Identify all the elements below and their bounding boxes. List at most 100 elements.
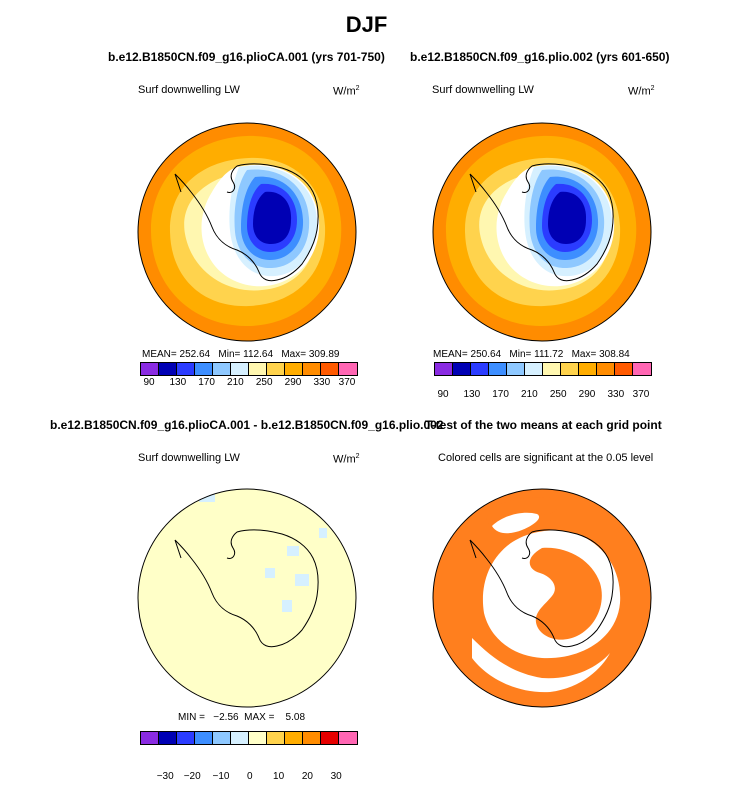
panel-3-map	[137, 488, 357, 708]
colorbar-cell	[471, 363, 489, 375]
colorbar-cell	[141, 363, 159, 375]
coastline	[469, 529, 614, 648]
colorbar-cell	[597, 363, 615, 375]
panel-1-colorbar	[140, 362, 358, 376]
colorbar-tick-label: 90	[143, 377, 155, 388]
colorbar-tick-label: 170	[198, 377, 215, 388]
colorbar-tick-label: 10	[273, 771, 285, 782]
page-title: DJF	[345, 12, 388, 37]
colorbar-cell	[231, 363, 249, 375]
patch-neg-1	[199, 490, 215, 502]
patch-neg-4	[295, 574, 309, 586]
colorbar-tick-label: 0	[247, 771, 253, 782]
panel-3-variable-label: Surf downwelling LW	[138, 452, 240, 464]
panel-1-stats: MEAN= 252.64 Min= 112.64 Max= 309.89	[142, 349, 340, 360]
colorbar-cell	[525, 363, 543, 375]
colorbar-cell	[303, 732, 321, 744]
colorbar-tick-label: 90	[437, 389, 449, 400]
panel-3-colorbar	[140, 731, 358, 745]
colorbar-cell	[177, 732, 195, 744]
panel-2-stats: MEAN= 250.64 Min= 111.72 Max= 308.84	[433, 349, 630, 360]
colorbar-tick-label: −20	[183, 771, 201, 782]
colorbar-tick-label: 330	[607, 389, 625, 400]
colorbar-tick-label: 250	[549, 389, 567, 400]
colorbar-cell	[435, 363, 453, 375]
colorbar-cell	[195, 363, 213, 375]
panel-1-map	[137, 122, 357, 342]
colorbar-cell	[339, 363, 357, 375]
colorbar-cell	[195, 732, 213, 744]
panel-4-map	[432, 488, 652, 708]
colorbar-tick-label: 30	[330, 771, 342, 782]
colorbar-cell	[267, 732, 285, 744]
panel-2-units: W/m2	[628, 85, 655, 98]
colorbar-cell	[489, 363, 507, 375]
colorbar-cell	[453, 363, 471, 375]
colorbar-tick-label: 290	[578, 389, 596, 400]
panel-3-stats: MIN = −2.56 MAX = 5.08	[178, 712, 306, 723]
colorbar-cell	[231, 732, 249, 744]
patch-neg-2	[319, 528, 327, 538]
panel-4-title: T-test of the two means at each grid poi…	[425, 418, 662, 432]
patch-neg-6	[282, 600, 292, 612]
colorbar-tick-label: −30	[156, 771, 174, 782]
colorbar-cell	[141, 732, 159, 744]
nonsig-south	[472, 638, 610, 693]
patch-neg-5	[265, 568, 275, 578]
colorbar-tick-label: 330	[313, 377, 331, 388]
colorbar-cell	[339, 732, 357, 744]
colorbar-tick-label: 20	[301, 771, 313, 782]
colorbar-cell	[159, 732, 177, 744]
colorbar-cell	[507, 363, 525, 375]
colorbar-cell	[321, 732, 339, 744]
colorbar-cell	[213, 363, 231, 375]
significant-region-inner	[529, 547, 602, 640]
colorbar-tick-label: 290	[284, 377, 302, 388]
colorbar-cell	[579, 363, 597, 375]
panel-2-colorbar	[434, 362, 652, 376]
colorbar-cell	[561, 363, 579, 375]
nonsig-north	[492, 512, 540, 534]
colorbar-tick-label: 250	[255, 377, 273, 388]
colorbar-tick-label: 130	[169, 377, 187, 388]
colorbar-cell	[321, 363, 339, 375]
colorbar-cell	[267, 363, 285, 375]
zone-core	[253, 191, 292, 244]
panel-1-title: b.e12.B1850CN.f09_g16.plioCA.001 (yrs 70…	[108, 50, 385, 64]
colorbar-cell	[285, 732, 303, 744]
zone-core	[548, 191, 587, 244]
panel-1-units: W/m2	[333, 85, 360, 98]
colorbar-cell	[177, 363, 195, 375]
colorbar-tick-label: 210	[227, 377, 244, 388]
panel-1-variable-label: Surf downwelling LW	[138, 84, 240, 96]
colorbar-cell	[543, 363, 561, 375]
coastline	[174, 163, 319, 282]
panel-2-colorbar-ticks: 90 130 170 210 250 290 330 370	[434, 389, 650, 401]
colorbar-tick-label: −10	[212, 771, 230, 782]
colorbar-cell	[213, 732, 231, 744]
panel-2-map	[432, 122, 652, 342]
colorbar-cell	[159, 363, 177, 375]
colorbar-cell	[633, 363, 651, 375]
colorbar-cell	[615, 363, 633, 375]
colorbar-tick-label: 210	[521, 389, 538, 400]
colorbar-tick-label: 130	[463, 389, 481, 400]
colorbar-tick-label: 370	[338, 377, 356, 388]
colorbar-tick-label: 370	[632, 389, 650, 400]
panel-3-units: W/m2	[333, 453, 360, 466]
colorbar-cell	[249, 732, 267, 744]
colorbar-tick-label: 170	[492, 389, 509, 400]
coastline	[469, 163, 614, 282]
panel-2-title: b.e12.B1850CN.f09_g16.plio.002 (yrs 601-…	[410, 50, 670, 64]
colorbar-cell	[285, 363, 303, 375]
panel-2-variable-label: Surf downwelling LW	[432, 84, 534, 96]
colorbar-cell	[303, 363, 321, 375]
panel-4-note: Colored cells are significant at the 0.0…	[438, 452, 654, 464]
colorbar-cell	[249, 363, 267, 375]
patch-neg-3	[287, 546, 299, 556]
panel-1-colorbar-ticks: 90 130 170 210 250 290 330 370	[140, 377, 356, 389]
zone-0-10	[138, 489, 356, 707]
panel-3-title: b.e12.B1850CN.f09_g16.plioCA.001 - b.e12…	[50, 418, 444, 432]
coastline	[174, 529, 319, 648]
panel-3-colorbar-ticks: −30 −20 −10 0 10 20 30	[140, 771, 356, 783]
